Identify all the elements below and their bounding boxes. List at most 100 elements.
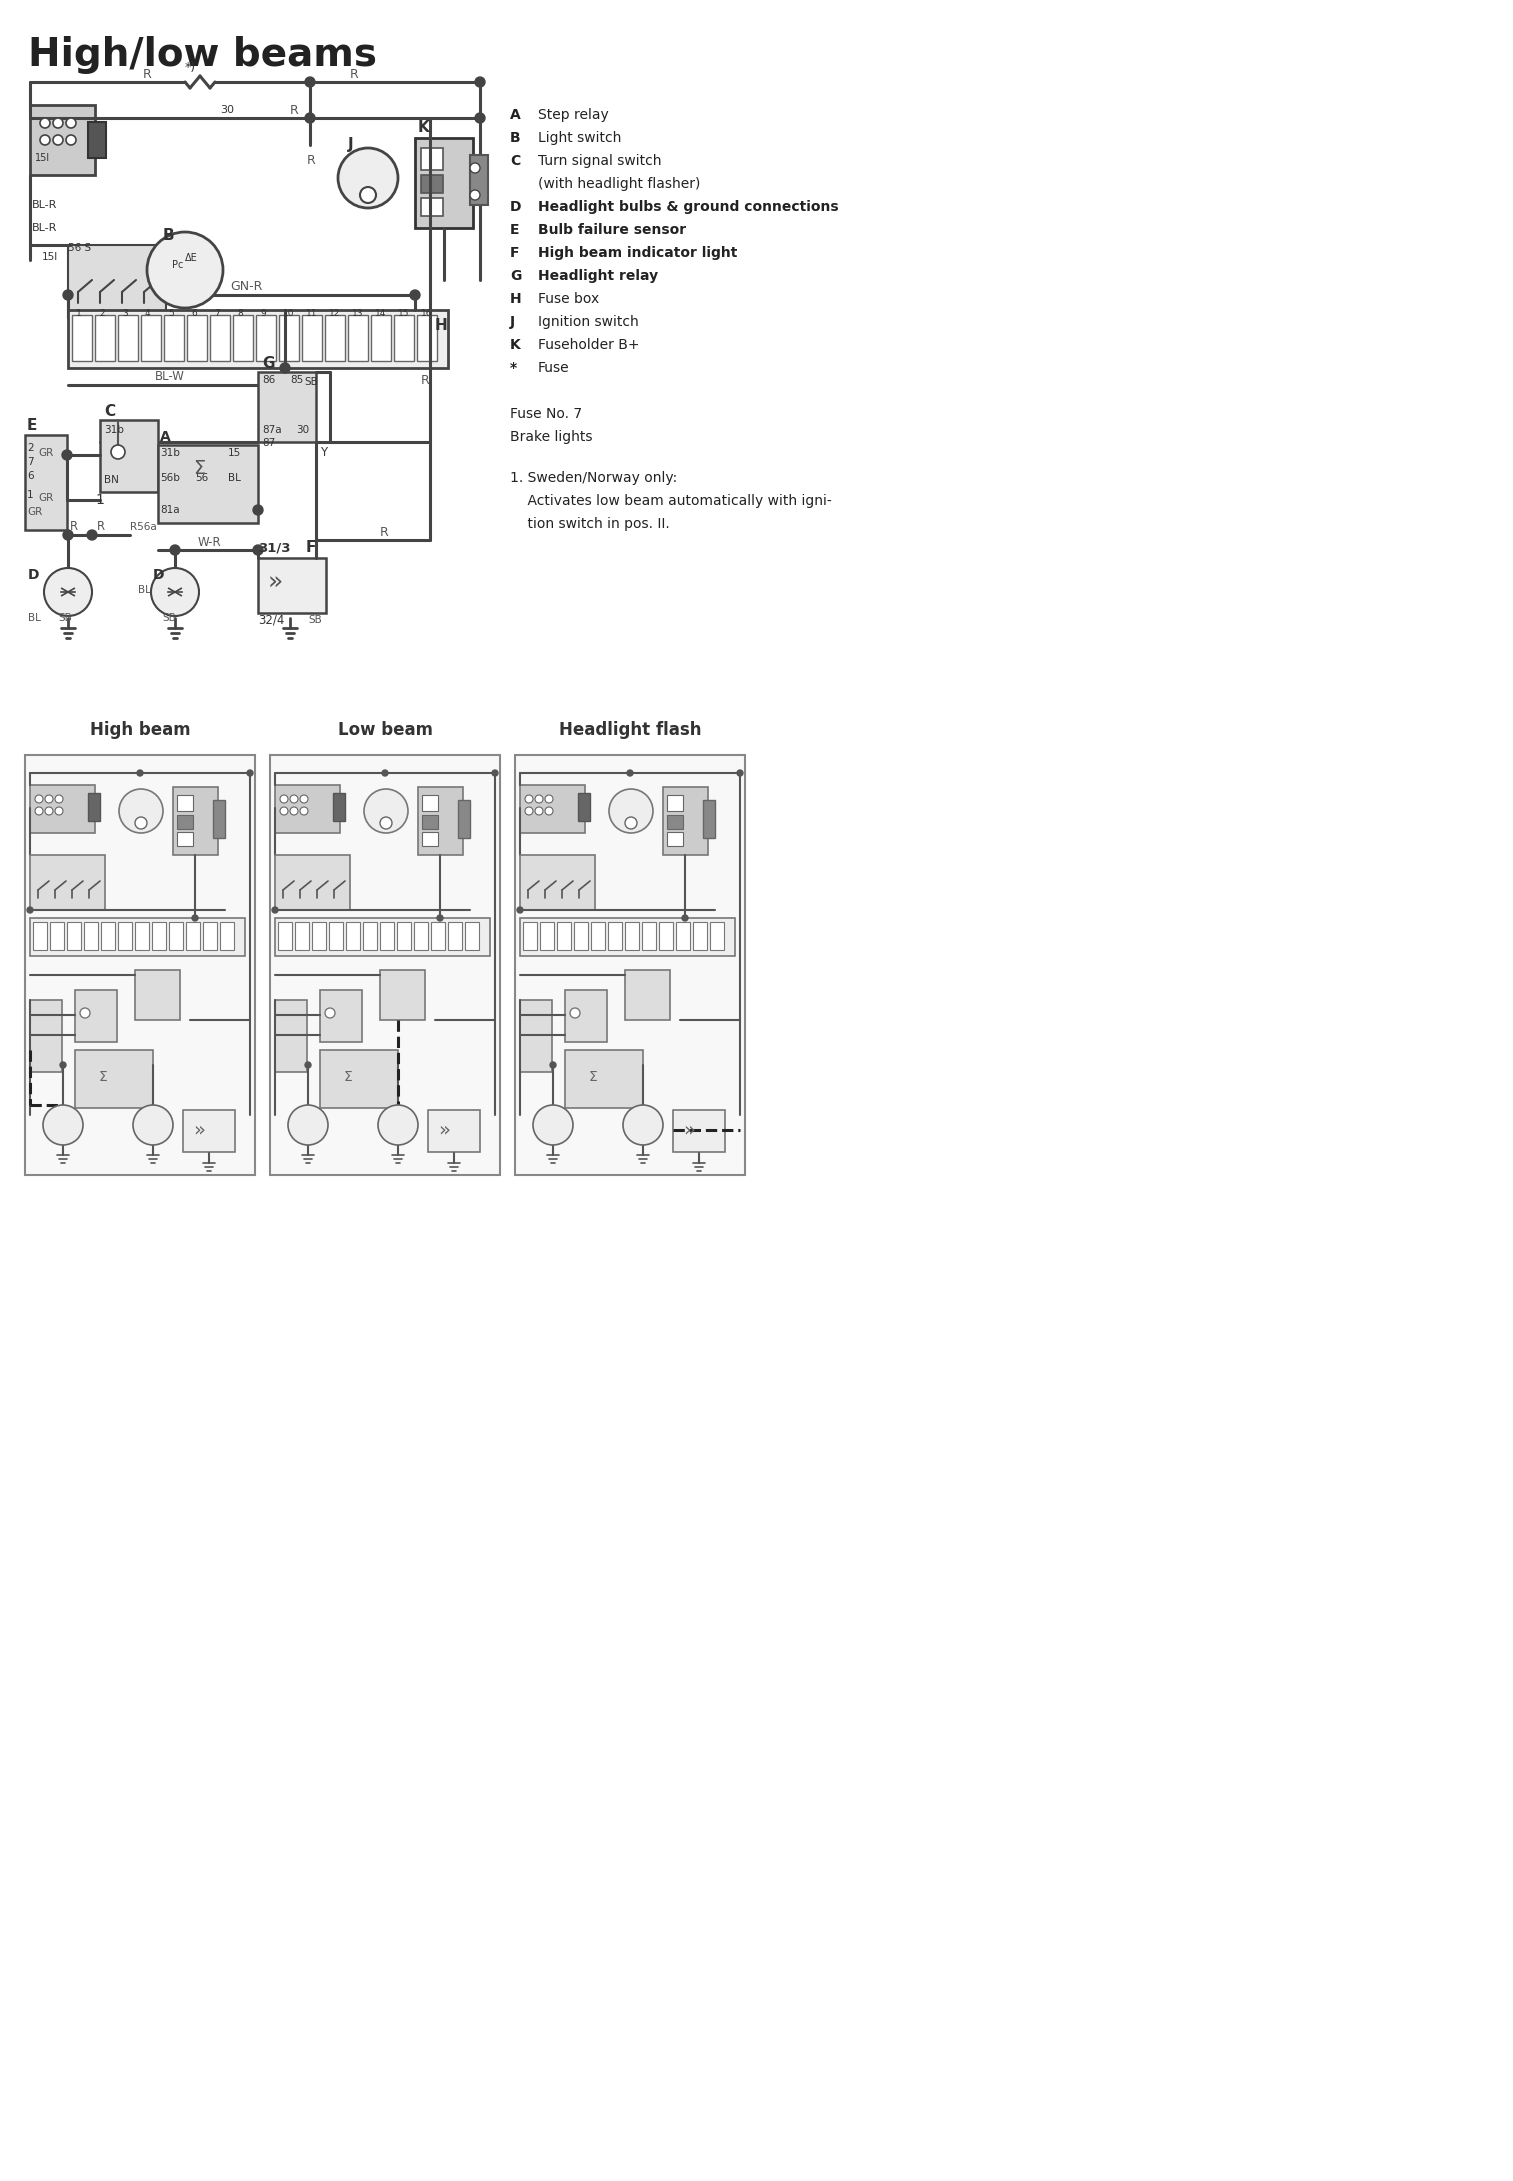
- Circle shape: [27, 907, 33, 914]
- Text: High beam: High beam: [89, 722, 191, 739]
- Circle shape: [475, 76, 486, 87]
- Text: A: A: [160, 430, 171, 445]
- Bar: [421, 148, 443, 170]
- Circle shape: [623, 1106, 663, 1145]
- Text: *): *): [185, 61, 197, 74]
- Text: Σ: Σ: [194, 458, 206, 478]
- Bar: [667, 816, 682, 829]
- Bar: [275, 918, 490, 955]
- Circle shape: [35, 796, 42, 803]
- Bar: [523, 923, 537, 951]
- Circle shape: [533, 1106, 573, 1145]
- Bar: [321, 1049, 398, 1108]
- Text: 86: 86: [262, 375, 275, 386]
- Circle shape: [62, 449, 73, 460]
- Bar: [448, 923, 461, 951]
- Circle shape: [545, 807, 552, 816]
- Circle shape: [287, 1106, 328, 1145]
- Text: 2: 2: [27, 443, 33, 454]
- Circle shape: [471, 190, 480, 201]
- Text: R: R: [350, 68, 359, 81]
- Text: 56 S: 56 S: [68, 242, 91, 253]
- Bar: [673, 1110, 725, 1152]
- Bar: [210, 314, 230, 362]
- Bar: [135, 923, 148, 951]
- Bar: [141, 314, 160, 362]
- Text: Activates low beam automatically with igni-: Activates low beam automatically with ig…: [510, 495, 832, 508]
- Text: R: R: [307, 153, 316, 166]
- Bar: [233, 314, 253, 362]
- Bar: [88, 122, 106, 157]
- Circle shape: [54, 796, 64, 803]
- Bar: [30, 1001, 62, 1073]
- Circle shape: [280, 807, 287, 816]
- Bar: [371, 314, 390, 362]
- Bar: [520, 918, 735, 955]
- Circle shape: [290, 796, 298, 803]
- Bar: [418, 787, 463, 855]
- Bar: [186, 923, 200, 951]
- Bar: [30, 855, 104, 909]
- Bar: [26, 434, 67, 530]
- Text: B: B: [510, 131, 520, 144]
- Text: Turn signal switch: Turn signal switch: [539, 155, 661, 168]
- Bar: [203, 923, 216, 951]
- Circle shape: [80, 1008, 89, 1019]
- Text: 13: 13: [353, 308, 363, 318]
- Bar: [325, 314, 345, 362]
- Bar: [213, 800, 225, 838]
- Bar: [151, 923, 166, 951]
- Bar: [95, 314, 115, 362]
- Text: F: F: [306, 541, 316, 556]
- Circle shape: [135, 818, 147, 829]
- Circle shape: [53, 118, 64, 129]
- Circle shape: [300, 807, 309, 816]
- Bar: [625, 971, 670, 1021]
- Bar: [73, 314, 92, 362]
- Text: 15l: 15l: [42, 253, 57, 262]
- Bar: [564, 1049, 643, 1108]
- Bar: [422, 816, 437, 829]
- Bar: [396, 923, 412, 951]
- Text: E: E: [27, 417, 38, 432]
- Circle shape: [42, 1106, 83, 1145]
- Circle shape: [475, 113, 486, 122]
- Text: Headlight bulbs & ground connections: Headlight bulbs & ground connections: [539, 201, 838, 214]
- Text: 31b: 31b: [104, 425, 124, 434]
- Bar: [428, 1110, 480, 1152]
- Bar: [259, 558, 325, 613]
- Text: GN-R: GN-R: [230, 281, 262, 294]
- Bar: [303, 314, 322, 362]
- Text: 11: 11: [306, 308, 318, 318]
- Text: BL: BL: [228, 473, 241, 482]
- Bar: [393, 314, 415, 362]
- Bar: [667, 796, 682, 811]
- Bar: [415, 137, 474, 229]
- Circle shape: [45, 807, 53, 816]
- Text: G: G: [510, 268, 522, 284]
- Text: 15l: 15l: [35, 153, 50, 164]
- Text: tion switch in pos. II.: tion switch in pos. II.: [510, 517, 670, 532]
- Text: Light switch: Light switch: [539, 131, 622, 144]
- Bar: [514, 755, 744, 1176]
- Bar: [135, 971, 180, 1021]
- Text: C: C: [104, 403, 115, 419]
- Bar: [76, 1049, 153, 1108]
- Text: R: R: [290, 103, 298, 116]
- Bar: [312, 923, 325, 951]
- Bar: [278, 314, 300, 362]
- Bar: [464, 923, 480, 951]
- Bar: [520, 1001, 552, 1073]
- Bar: [219, 923, 235, 951]
- Bar: [625, 923, 638, 951]
- Text: SB: SB: [57, 613, 71, 624]
- Text: 56b: 56b: [160, 473, 180, 482]
- Text: »: »: [437, 1121, 449, 1138]
- Circle shape: [625, 818, 637, 829]
- Text: 1: 1: [76, 308, 82, 318]
- Circle shape: [138, 770, 144, 776]
- Circle shape: [525, 796, 533, 803]
- Bar: [458, 800, 471, 838]
- Text: 15: 15: [228, 447, 241, 458]
- Circle shape: [67, 135, 76, 144]
